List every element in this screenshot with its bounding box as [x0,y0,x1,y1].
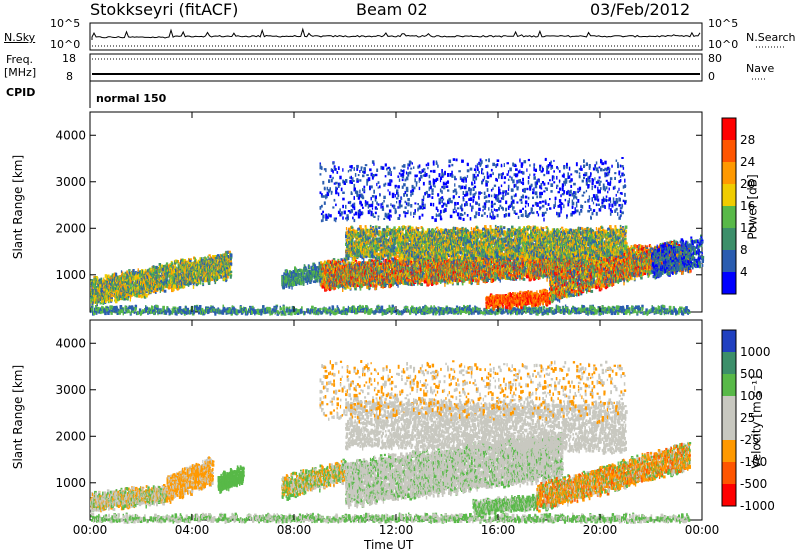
power-cell [190,260,192,262]
power-cell [133,269,135,272]
power-cell [193,272,195,276]
power-cell [169,286,171,289]
power-cell [171,262,173,264]
power-cell [95,292,97,294]
freq-panel-frame [90,54,702,81]
power-cell [129,271,130,274]
power-cell [167,263,168,265]
power-cell [162,269,164,272]
power-cell [103,302,105,305]
power-cell [122,298,124,300]
power-cell [176,260,177,263]
power-cell [193,285,194,289]
figure-canvas: 1000200030004000100020003000400000:00 04:… [0,0,800,554]
power-cell [145,293,146,295]
power-cell [174,262,176,264]
power-cell [195,258,196,260]
power-cell [138,295,140,298]
power-cell [182,259,184,263]
nsky-trace [92,29,700,40]
power-cell [169,284,172,286]
power-cell [152,275,153,277]
power-cell [111,294,113,297]
power-cell [145,269,146,271]
power-cell [164,290,167,293]
power-cell [151,290,153,292]
power-cell [110,299,113,302]
power-cell [174,265,176,269]
power-cell [157,288,158,291]
power-cell [143,271,145,274]
power-cell [126,270,128,273]
power-cell [159,266,160,269]
power-cell [138,268,139,272]
